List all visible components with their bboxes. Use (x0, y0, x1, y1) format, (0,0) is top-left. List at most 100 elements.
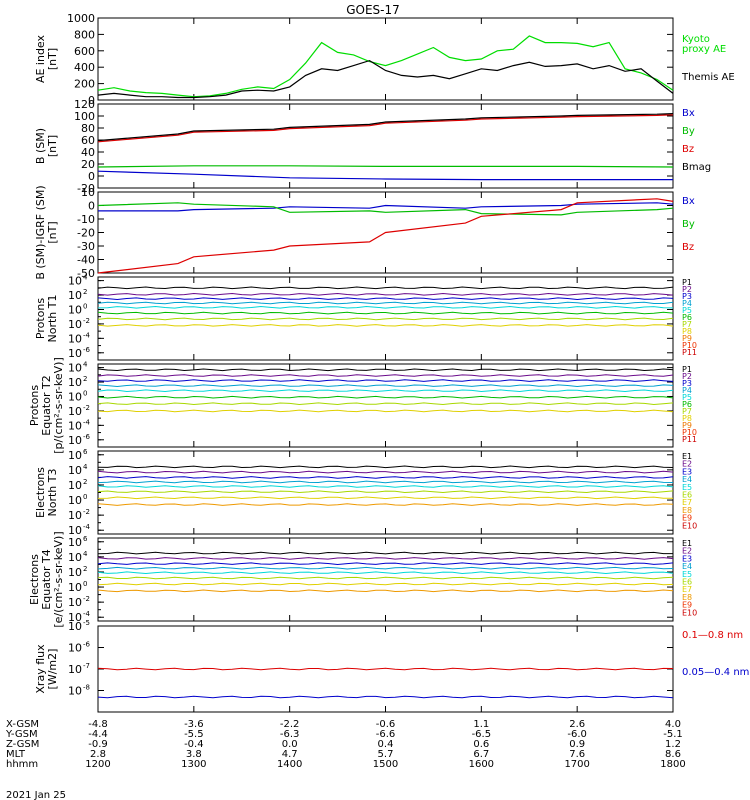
y-tick-label: 10 (68, 620, 82, 633)
y-axis-label: B (SM) (34, 128, 47, 164)
series-line-0-05-0-4-nm (97, 695, 674, 699)
legend-entry: By (682, 219, 695, 230)
legend-entry: P3 (682, 292, 692, 301)
legend-entry: Bz (682, 144, 694, 155)
legend-entry: P8 (682, 327, 692, 336)
series-line-p1 (97, 368, 674, 372)
y-tick-label: 10 (68, 536, 82, 549)
legend-entry: P9 (682, 421, 692, 430)
x-axis-value: -3.6 (184, 719, 204, 730)
y-axis-label: [nT] (46, 221, 59, 243)
series-line-p2 (97, 374, 674, 377)
x-axis-value: 7.6 (569, 749, 585, 760)
y-tick-exponent: 0 (83, 302, 87, 310)
y-tick-exponent: 0 (83, 580, 87, 588)
y-tick-exponent: 2 (83, 375, 87, 383)
series-line-p3 (97, 379, 674, 382)
series-line-e2 (97, 557, 674, 560)
y-tick-exponent: 4 (83, 361, 88, 369)
series-line-e3 (97, 562, 674, 566)
y-tick-exponent: -8 (83, 684, 90, 692)
y-tick-label: 10 (81, 186, 95, 199)
legend-entry: E9 (682, 601, 692, 610)
legend-entry: E6 (682, 578, 692, 587)
legend-entry: P4 (682, 299, 692, 308)
legend-entry: Themis AE (681, 72, 735, 83)
y-tick-label: 10 (68, 449, 82, 462)
series-line-p7 (97, 317, 674, 321)
x-axis-row-label: X-GSM (6, 719, 39, 730)
series-line-e7 (97, 496, 673, 500)
series-line-p6 (97, 311, 674, 315)
y-tick-label: -50 (77, 267, 95, 280)
y-tick-label: 10 (68, 318, 82, 331)
y-tick-label: 100 (74, 110, 95, 123)
y-tick-exponent: -7 (83, 662, 90, 670)
x-axis-value: 1400 (277, 759, 302, 770)
y-tick-label: 10 (68, 551, 82, 564)
y-axis-label: North T3 (46, 469, 59, 517)
x-axis-value: 4.0 (665, 719, 681, 730)
legend-entry: P3 (682, 379, 692, 388)
y-tick-label: 600 (74, 45, 95, 58)
y-tick-label: -20 (77, 182, 95, 195)
y-tick-label: 0 (88, 170, 95, 183)
y-tick-exponent: 6 (83, 448, 88, 456)
x-axis-value: 1500 (373, 759, 398, 770)
legend-bsm: Bx By Bz Bmag (682, 108, 711, 173)
y-axis-label: [nT] (46, 48, 59, 70)
panel-ae: 1000 800 600 400 200 0 AE index [nT] Kyotoproxy … (34, 12, 735, 107)
legend-entry: E8 (682, 593, 692, 602)
legend-entry: E4 (682, 562, 692, 571)
y-tick-label: 10 (68, 663, 82, 676)
y-tick-exponent: 4 (83, 550, 88, 558)
y-tick-label: 400 (74, 61, 95, 74)
legend-entry: E6 (682, 491, 692, 500)
y-tick-label: 800 (74, 28, 95, 41)
y-tick-exponent: -6 (83, 433, 91, 441)
series-line-bmag (97, 113, 674, 142)
y-tick-label: -10 (77, 213, 95, 226)
y-tick-label: 10 (68, 464, 82, 477)
x-axis-value: -5.1 (663, 729, 683, 740)
y-axis-label: Equator T4 (40, 549, 53, 609)
y-tick-label: 200 (74, 78, 95, 91)
legend-entry: P7 (682, 407, 692, 416)
x-axis-value: 1600 (469, 759, 494, 770)
legend-entry: E1 (682, 452, 692, 461)
y-tick-exponent: -4 (83, 418, 91, 426)
series-line-p8 (97, 409, 674, 413)
series-line-e5 (97, 485, 674, 488)
x-axis-row-label: Z-GSM (6, 739, 39, 750)
y-tick-label: 10 (68, 642, 82, 655)
y-tick-label: 10 (68, 376, 82, 389)
x-axis-value: 1300 (181, 759, 206, 770)
y-tick-label: 10 (68, 390, 82, 403)
y-tick-exponent: -4 (83, 331, 91, 339)
y-tick-label: 10 (68, 611, 82, 624)
y-tick-exponent: -5 (83, 619, 90, 627)
series-line-e7 (97, 582, 674, 586)
x-axis-value: 8.6 (665, 749, 681, 760)
y-axis-label: [W/m2] (46, 649, 59, 690)
series-line-by (97, 165, 674, 168)
legend-entry: P8 (682, 414, 692, 423)
legend-entry: P10 (682, 341, 697, 350)
series-line-p4 (97, 384, 674, 388)
y-tick-exponent: -4 (83, 610, 91, 618)
y-tick-exponent: 0 (83, 493, 87, 501)
y-tick-label: 10 (68, 479, 82, 492)
legend-bigrf: Bx By Bz (682, 196, 695, 253)
series-line-p7 (97, 402, 674, 406)
y-tick-exponent: -2 (83, 595, 90, 603)
x-axis-value: -5.5 (184, 729, 204, 740)
series-line-0-1-0-8-nm (97, 667, 674, 671)
x-axis-value: -0.6 (376, 719, 396, 730)
legend-entry: E3 (682, 467, 692, 476)
